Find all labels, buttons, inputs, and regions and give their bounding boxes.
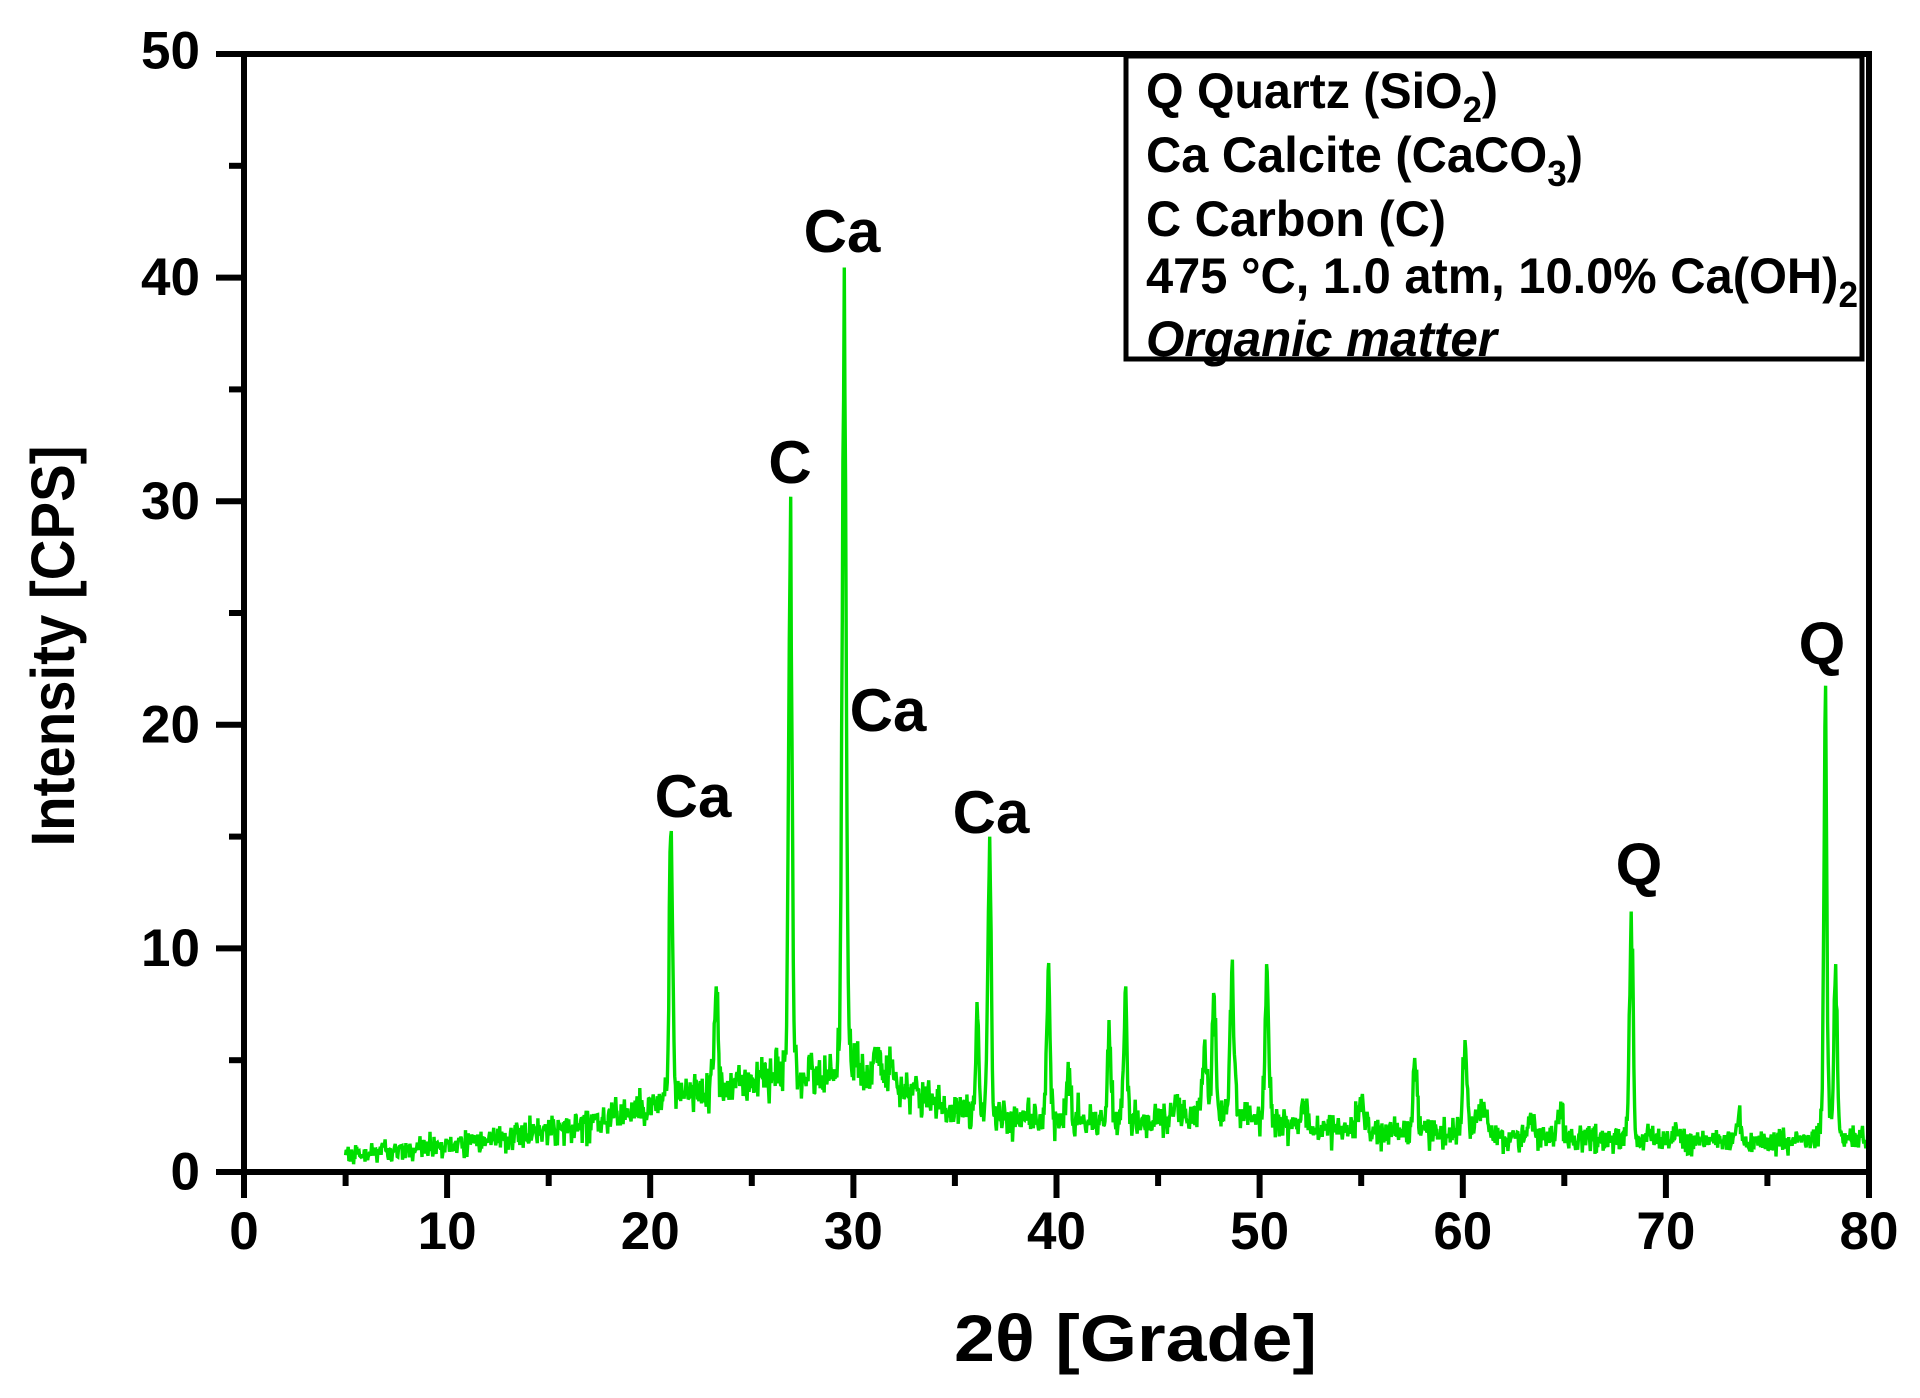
svg-text:60: 60 [1433, 1202, 1492, 1261]
svg-text:20: 20 [141, 695, 200, 754]
svg-text:Ca: Ca [953, 779, 1030, 846]
svg-text:40: 40 [1027, 1202, 1086, 1261]
svg-text:10: 10 [418, 1202, 477, 1261]
svg-text:30: 30 [141, 472, 200, 531]
svg-text:Ca: Ca [850, 677, 927, 744]
svg-text:Q: Q [1616, 831, 1663, 898]
svg-text:2θ [Grade]: 2θ [Grade] [954, 1301, 1317, 1375]
svg-text:Ca: Ca [804, 198, 881, 265]
svg-text:30: 30 [824, 1202, 883, 1261]
svg-text:10: 10 [141, 919, 200, 978]
svg-text:20: 20 [621, 1202, 680, 1261]
svg-text:Intensity [CPS]: Intensity [CPS] [19, 446, 87, 847]
svg-text:40: 40 [141, 248, 200, 307]
svg-text:C Carbon (C): C Carbon (C) [1146, 191, 1446, 247]
svg-text:Organic matter: Organic matter [1146, 311, 1500, 367]
svg-text:50: 50 [1230, 1202, 1289, 1261]
svg-text:475 °C, 1.0 atm, 10.0% Ca(OH)2: 475 °C, 1.0 atm, 10.0% Ca(OH)2 [1146, 248, 1858, 315]
svg-text:50: 50 [141, 22, 200, 81]
svg-text:Ca Calcite (CaCO3): Ca Calcite (CaCO3) [1146, 127, 1583, 194]
svg-text:Q: Q [1799, 610, 1846, 677]
svg-text:Q Quartz (SiO2): Q Quartz (SiO2) [1146, 63, 1498, 130]
svg-text:80: 80 [1840, 1202, 1899, 1261]
svg-text:C: C [768, 429, 811, 496]
svg-text:0: 0 [171, 1143, 200, 1202]
svg-text:70: 70 [1636, 1202, 1695, 1261]
svg-text:Ca: Ca [655, 763, 732, 830]
svg-text:0: 0 [229, 1202, 258, 1261]
